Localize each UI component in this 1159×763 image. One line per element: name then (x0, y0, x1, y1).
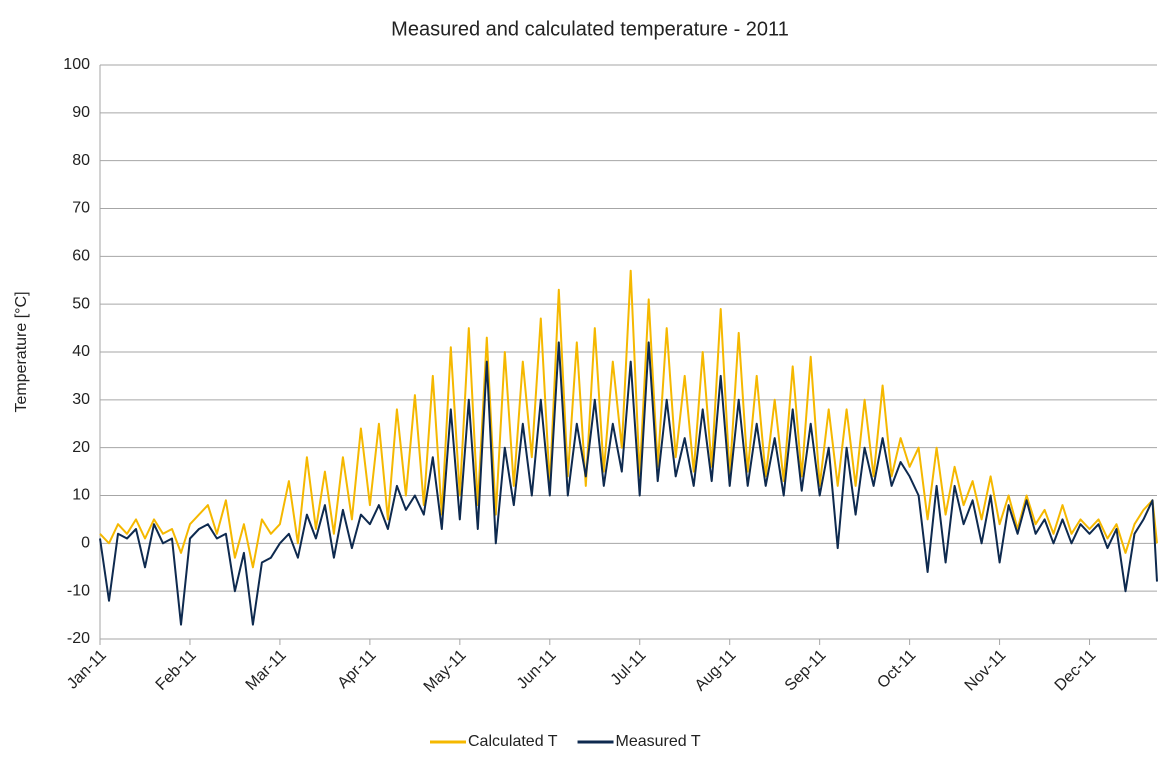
y-tick-label: 20 (72, 439, 90, 456)
y-tick-label: 40 (72, 343, 90, 360)
x-tick-label: Jan-11 (64, 647, 110, 693)
x-tick-label: Apr-11 (335, 647, 380, 692)
y-tick-label: 100 (63, 56, 90, 73)
y-tick-label: -10 (67, 582, 90, 599)
y-tick-label: 0 (81, 535, 90, 552)
x-tick-label: May-11 (421, 647, 470, 696)
chart-title: Measured and calculated temperature - 20… (391, 18, 789, 40)
y-tick-label: 80 (72, 152, 90, 169)
x-tick-label: Feb-11 (153, 647, 200, 694)
legend-label: Calculated T (468, 733, 558, 750)
y-tick-label: 60 (72, 248, 90, 265)
x-tick-label: Sep-11 (782, 647, 830, 695)
series-line (99, 269, 1158, 569)
y-tick-label: 90 (72, 104, 90, 121)
y-tick-label: 50 (72, 295, 90, 312)
series-line (99, 341, 1158, 626)
y-tick-label: 70 (72, 200, 90, 217)
x-tick-label: Jun-11 (514, 647, 560, 693)
y-axis-label: Temperature [°C] (13, 291, 30, 412)
legend-label: Measured T (616, 733, 701, 750)
y-tick-label: 30 (72, 391, 90, 408)
x-tick-label: Jul-11 (608, 647, 650, 689)
x-tick-label: Oct-11 (874, 647, 919, 692)
x-tick-label: Aug-11 (692, 647, 740, 695)
y-tick-label: -20 (67, 630, 90, 647)
x-tick-label: Nov-11 (962, 647, 1010, 695)
y-tick-label: 10 (72, 487, 90, 504)
x-tick-label: Dec-11 (1052, 647, 1100, 695)
x-tick-label: Mar-11 (243, 647, 290, 694)
